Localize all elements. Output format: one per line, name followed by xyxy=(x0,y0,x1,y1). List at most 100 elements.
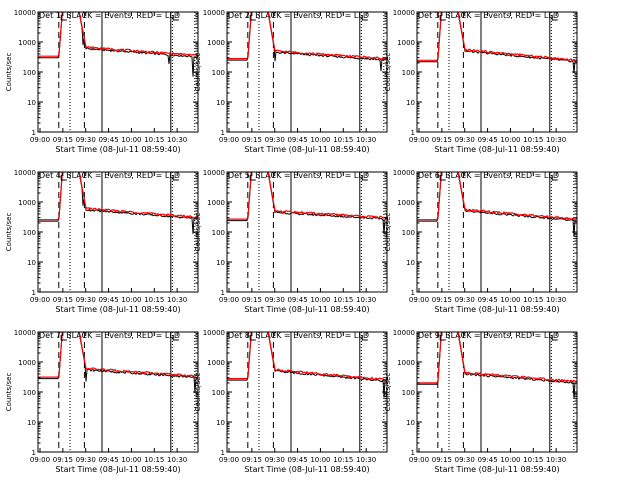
y-tick-label: 1000 xyxy=(397,199,415,207)
events-line xyxy=(38,12,198,77)
plot-frame xyxy=(226,171,388,293)
series-group xyxy=(417,332,577,399)
events-line xyxy=(38,172,198,234)
reference-lines xyxy=(58,332,196,452)
y-tick-label: 1000 xyxy=(18,39,36,47)
interval-bracket xyxy=(439,335,446,341)
y-tick-label: 10000 xyxy=(393,329,415,337)
lld-line xyxy=(417,332,577,384)
x-tick-label: 09:00 xyxy=(219,296,239,304)
x-tick-label: 09:00 xyxy=(30,456,50,464)
y-tick-label: 10000 xyxy=(203,329,225,337)
y-tick-label: 10 xyxy=(406,99,415,107)
interval-bracket xyxy=(249,335,256,341)
y-axis-label: Counts/sec xyxy=(384,53,392,92)
x-tick-label: 09:00 xyxy=(409,296,429,304)
x-tick-label: 10:15 xyxy=(333,456,353,464)
reference-lines xyxy=(437,172,575,292)
x-tick-label: 10:00 xyxy=(310,296,330,304)
x-tick-label: 09:45 xyxy=(287,136,307,144)
y-tick-label: 100 xyxy=(402,69,415,77)
x-tick-label: 09:15 xyxy=(432,456,452,464)
events-line xyxy=(227,12,387,72)
lld-line xyxy=(227,172,387,220)
y-tick-label: 1000 xyxy=(18,199,36,207)
x-tick-label: 10:00 xyxy=(500,456,520,464)
y-tick-label: 10 xyxy=(216,419,225,427)
y-tick-label: 10 xyxy=(216,99,225,107)
plot-frame xyxy=(416,11,578,133)
panel-title: Det 2: BLACK = Events, RED = LLD xyxy=(228,11,369,20)
panel-title: Det 4: BLACK = Events, RED = LLD xyxy=(39,171,180,180)
y-axis-label: Counts/sec xyxy=(5,213,13,252)
y-tick-label: 100 xyxy=(23,229,36,237)
x-axis-label: Start Time (08-Jul-11 08:59:40) xyxy=(244,465,369,474)
lld-line xyxy=(227,332,387,381)
panel-title: Det 7: BLACK = Events, RED = LLD xyxy=(39,331,180,340)
y-tick-label: 10000 xyxy=(393,169,415,177)
y-tick-label: 1 xyxy=(221,449,225,457)
panel-title: Det 1: BLACK = Events, RED = LLD xyxy=(39,11,180,20)
y-tick-label: 1000 xyxy=(207,199,225,207)
reference-lines xyxy=(58,172,196,292)
x-tick-label: 10:15 xyxy=(333,296,353,304)
x-tick-label: 09:15 xyxy=(53,456,73,464)
x-tick-label: 10:15 xyxy=(523,456,543,464)
y-tick-label: 1000 xyxy=(18,359,36,367)
reference-lines xyxy=(58,12,196,132)
panel-title: Det 9: BLACK = Events, RED = LLD xyxy=(418,331,559,340)
x-tick-label: 10:15 xyxy=(333,136,353,144)
series-group xyxy=(227,172,387,235)
x-tick-label: 09:45 xyxy=(477,136,497,144)
x-tick-label: 10:15 xyxy=(523,136,543,144)
x-tick-label: 09:30 xyxy=(455,456,475,464)
y-tick-label: 10 xyxy=(27,419,36,427)
y-tick-label: 1 xyxy=(32,449,36,457)
x-tick-label: 10:30 xyxy=(356,136,376,144)
interval-bracket xyxy=(172,15,179,21)
interval-bracket xyxy=(439,15,446,21)
y-tick-label: 100 xyxy=(212,229,225,237)
reference-lines xyxy=(437,12,575,132)
y-tick-label: 10000 xyxy=(203,169,225,177)
x-tick-label: 09:00 xyxy=(30,296,50,304)
x-tick-label: 10:30 xyxy=(167,296,187,304)
x-tick-label: 10:15 xyxy=(523,296,543,304)
y-tick-label: 1 xyxy=(221,129,225,137)
y-tick-label: 100 xyxy=(402,229,415,237)
y-axis-label: Counts/sec xyxy=(194,373,202,412)
y-axis-label: Counts/sec xyxy=(194,213,202,252)
y-tick-label: 10000 xyxy=(393,9,415,17)
y-tick-label: 1 xyxy=(32,289,36,297)
interval-bracket xyxy=(60,335,67,341)
x-tick-label: 10:15 xyxy=(144,456,164,464)
x-tick-label: 09:15 xyxy=(432,296,452,304)
events-line xyxy=(38,332,198,393)
x-tick-label: 09:15 xyxy=(242,456,262,464)
plot-frame xyxy=(37,11,199,133)
lld-line xyxy=(417,172,577,221)
x-tick-label: 09:00 xyxy=(219,136,239,144)
lld-line xyxy=(38,332,198,378)
x-tick-label: 09:30 xyxy=(76,136,96,144)
interval-bracket xyxy=(60,15,67,21)
x-tick-label: 09:30 xyxy=(265,456,285,464)
y-axis-label: Counts/sec xyxy=(5,373,13,412)
series-group xyxy=(38,12,198,77)
series-group xyxy=(417,172,577,237)
y-tick-label: 1 xyxy=(411,289,415,297)
series-group xyxy=(38,332,198,393)
y-tick-label: 10000 xyxy=(14,9,36,17)
x-tick-label: 09:00 xyxy=(219,456,239,464)
y-tick-label: 100 xyxy=(212,69,225,77)
lld-line xyxy=(417,12,577,62)
y-tick-label: 10 xyxy=(216,259,225,267)
series-group xyxy=(227,12,387,72)
x-tick-label: 10:30 xyxy=(546,136,566,144)
y-tick-label: 100 xyxy=(402,389,415,397)
interval-bracket xyxy=(249,15,256,21)
